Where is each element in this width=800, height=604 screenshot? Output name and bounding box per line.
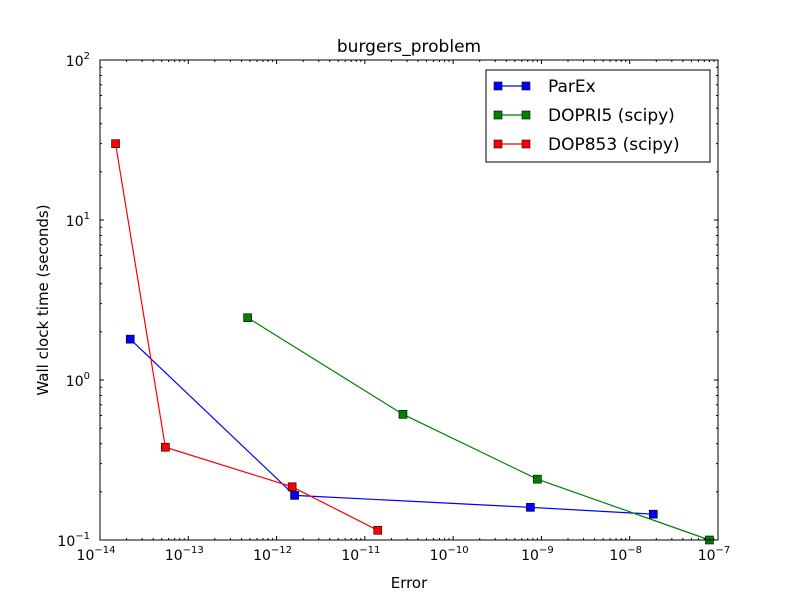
x-tick-label: 10−11	[341, 545, 380, 564]
data-point-dopri5-scipy	[533, 474, 542, 484]
x-tick-label-exponent: −9	[539, 545, 554, 556]
x-tick-label-base: 10	[165, 548, 183, 564]
y-tick-label-base: 10	[66, 214, 84, 230]
x-tick-label-exponent: −12	[271, 545, 292, 556]
x-tick-label-exponent: −7	[716, 545, 731, 556]
x-tick-label-base: 10	[609, 548, 627, 564]
legend-marker	[521, 110, 531, 120]
series-dop853-scipy	[111, 139, 383, 535]
x-tick-label-base: 10	[253, 548, 271, 564]
x-tick-label-base: 10	[521, 548, 539, 564]
legend-entry: DOP853 (scipy)	[493, 135, 680, 155]
data-point-parex	[649, 509, 658, 519]
x-axis-label: Error	[391, 574, 428, 592]
y-tick-label-exponent: 0	[84, 371, 90, 382]
y-tick-label: 100	[66, 371, 90, 390]
data-point-parex	[290, 491, 299, 500]
legend-marker	[521, 81, 531, 91]
x-tick-label-exponent: −14	[94, 545, 115, 556]
data-point-dop853-scipy	[111, 139, 120, 148]
legend-label: DOPRI5 (scipy)	[548, 106, 675, 126]
series-parex	[125, 334, 658, 519]
legend-entry: ParEx	[493, 77, 596, 97]
x-tick-label-exponent: −13	[183, 545, 204, 556]
x-tick-label-exponent: −10	[448, 545, 469, 556]
legend-marker	[493, 139, 503, 149]
x-tick-label: 10−14	[77, 545, 116, 564]
x-tick-label-base: 10	[77, 548, 95, 564]
x-tick-label: 10−7	[698, 545, 731, 564]
legend-marker	[493, 110, 503, 120]
y-tick-label: 102	[66, 51, 90, 70]
legend-entry: DOPRI5 (scipy)	[493, 106, 675, 126]
data-point-dopri5-scipy	[398, 410, 408, 419]
x-tick-label: 10−8	[609, 545, 642, 564]
y-tick-label-base: 10	[66, 54, 84, 70]
series-line-dopri5-scipy	[247, 317, 710, 541]
y-tick-label: 101	[66, 211, 90, 230]
x-tick-label-base: 10	[430, 548, 448, 564]
x-tick-label: 10−10	[430, 545, 469, 564]
series-layer	[111, 139, 714, 545]
x-tick-label-base: 10	[698, 548, 716, 564]
legend-marker	[521, 139, 531, 149]
x-tick-label-exponent: −11	[359, 545, 380, 556]
y-tick-label-exponent: −1	[75, 531, 90, 542]
y-tick-label-exponent: 2	[84, 51, 90, 62]
data-point-dop853-scipy	[287, 482, 297, 492]
data-point-dop853-scipy	[373, 525, 383, 535]
chart-title: burgers_problem	[337, 37, 481, 57]
legend: ParEx DOPRI5 (scipy) DOP853 (scipy)	[485, 69, 711, 163]
y-tick-label-base: 10	[66, 374, 84, 390]
x-tick-label: 10−9	[521, 545, 554, 564]
legend-marker	[493, 81, 503, 91]
data-point-dop853-scipy	[161, 442, 170, 452]
x-tick-label-base: 10	[341, 548, 359, 564]
data-point-dopri5-scipy	[243, 313, 252, 323]
data-point-parex	[526, 503, 535, 512]
data-point-parex	[125, 334, 135, 344]
x-tick-label-exponent: −8	[627, 545, 642, 556]
series-line-dop853-scipy	[114, 143, 379, 531]
ticks-layer: 10−14 10−13 10−12 10−11 10−10 10−9 10−8 10−710−…	[57, 51, 730, 564]
legend-label: DOP853 (scipy)	[548, 135, 680, 155]
series-line-parex	[129, 338, 654, 515]
y-tick-label-exponent: 1	[84, 211, 90, 222]
x-tick-label: 10−12	[253, 545, 292, 564]
x-tick-label: 10−13	[165, 545, 204, 564]
plot-frame	[99, 59, 719, 541]
legend-label: ParEx	[548, 77, 596, 97]
y-axis-label: Wall clock time (seconds)	[34, 204, 52, 395]
y-tick-label-base: 10	[57, 534, 75, 550]
y-tick-label: 10−1	[57, 531, 90, 550]
